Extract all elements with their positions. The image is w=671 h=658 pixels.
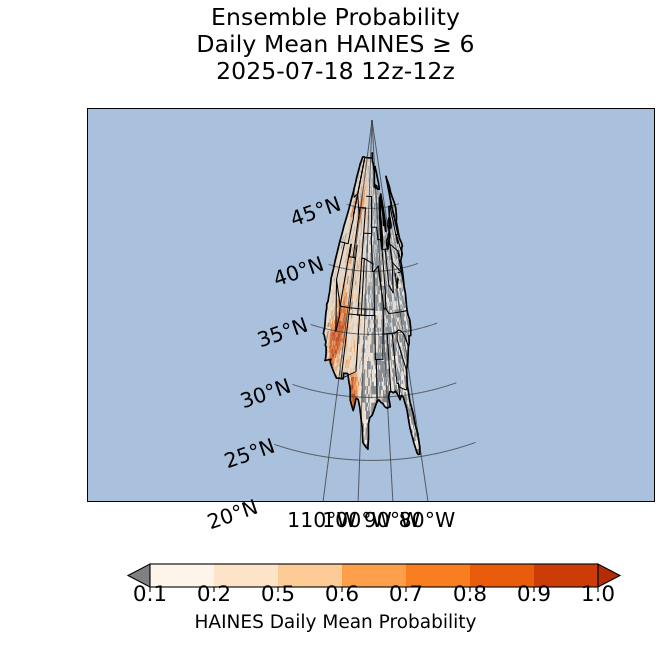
lon-tick-90w: 90°W: [363, 508, 421, 532]
colorbar-tick-label-0-6: 0.6: [324, 582, 360, 607]
colorbar-segment-2: [278, 564, 343, 587]
colorbar: 0.1 0.2 0.5 0.6 0.7 0.8 0.9 1.0 HAINES Daily Me…: [0, 556, 671, 658]
colorbar-segment-1: [214, 564, 279, 587]
title-line-3: 2025-07-18 12z-12z: [216, 57, 455, 85]
colorbar-tick-label-0-1: 0.1: [132, 582, 168, 607]
colorbar-segment-6: [534, 564, 599, 587]
figure-title: Ensemble Probability Daily Mean HAINES ≥…: [0, 4, 671, 85]
colorbar-frame: [149, 563, 599, 588]
lon-tick-80w: 80°W: [398, 508, 456, 532]
colorbar-segment-5: [470, 564, 535, 587]
colorbar-segment-4: [406, 564, 471, 587]
title-line-2: Daily Mean HAINES ≥ 6: [196, 30, 475, 58]
colorbar-segment-0: [150, 564, 215, 587]
colorbar-tick-label-0-9: 0.9: [516, 582, 552, 607]
colorbar-tick-label-1-0: 1.0: [580, 582, 616, 607]
lon-tick-110w: 110°W: [287, 508, 357, 532]
colorbar-axis-label: HAINES Daily Mean Probability: [194, 612, 477, 633]
lon-tick-100w: 100°W: [322, 508, 392, 532]
colorbar-swatches: [126, 563, 622, 592]
colorbar-segment-3: [342, 564, 407, 587]
probability-map-canvas: [88, 109, 654, 501]
colorbar-tick-label-0-8: 0.8: [452, 582, 488, 607]
title-line-1: Ensemble Probability: [211, 3, 460, 31]
colorbar-tick-label-0-7: 0.7: [388, 582, 424, 607]
colorbar-tick-label-0-5: 0.5: [260, 582, 296, 607]
map-plot-area[interactable]: Mean Run: 2025-06-24: [87, 108, 655, 502]
colorbar-tick-label-0-2: 0.2: [196, 582, 232, 607]
